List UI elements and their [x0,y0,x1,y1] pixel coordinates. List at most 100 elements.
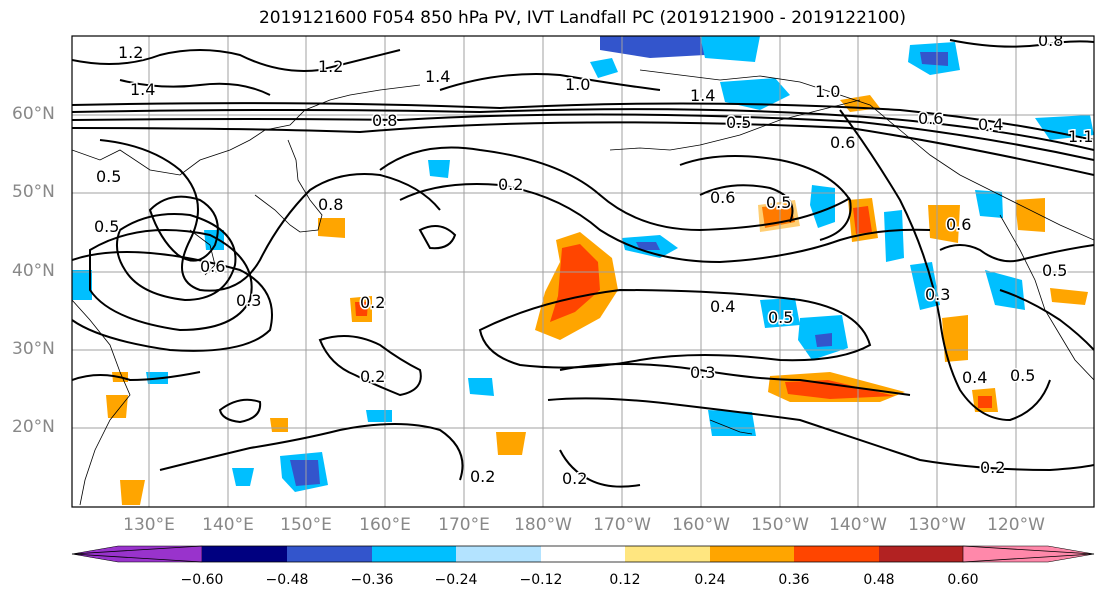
contour-line [439,73,661,91]
lon-label-130e: 130°E [123,515,175,535]
lon-label-140w: 140°W [829,515,887,535]
contour-line [89,229,253,332]
lon-label-160w: 160°W [672,515,730,535]
colorbar-tick: 0.24 [694,572,726,588]
lon-label-140e: 140°E [202,515,254,535]
plot-frame [71,35,1095,508]
colorbar-tick: 0.60 [947,572,979,588]
contour-label: 0.5 [1042,261,1067,280]
contour-label: 1.4 [130,80,155,99]
lon-label-170w: 170°W [593,515,651,535]
shade-patch [910,262,940,310]
contour-line [379,146,851,232]
colorbar-tick: −0.36 [350,572,394,588]
contour-line [148,195,219,262]
colorbar-tick: 0.12 [609,572,641,588]
contour-line [72,251,273,352]
coastline-asia [72,84,421,176]
colorbar-tick: 0.36 [778,572,810,588]
contour-line [418,225,457,250]
contour-line [559,449,641,488]
contour-label: 0.3 [236,291,261,310]
contour-line [679,155,852,241]
contour-label: 0.3 [925,285,950,304]
shade-patch [1050,288,1088,305]
shade-patch [928,205,960,243]
contour-line [218,398,262,424]
colorbar-frame [71,545,1095,563]
shade-patch [1035,115,1094,140]
lon-label-180w: 180°W [514,515,572,535]
contour-line [559,363,911,396]
colorbar-segments [71,545,1095,563]
contour-label: 1.2 [118,43,143,62]
shade-patch [290,460,320,486]
shade-patch [708,410,756,436]
shade-patch [785,380,895,399]
coastline-japan [254,139,323,233]
coastline-aleutians [609,99,861,151]
contour-line [72,108,1094,151]
shade-patch [232,468,254,486]
contour-label: 0.6 [200,257,225,276]
contour-label: 0.4 [962,368,987,387]
contour-label: 0.2 [470,467,495,486]
coastline-hawaii [709,419,753,435]
contour-labels: 1.2 1.4 1.2 1.4 1.0 0.8 1.4 1.0 0.5 0.6 0.4 0.8 1.1 0… [93,36,1095,490]
pv-contours [72,39,1094,488]
lon-label-160e: 160°E [359,515,411,535]
contour-label: 0.6 [710,188,735,207]
lat-label-20n: 20°N [12,417,55,437]
contour-line [72,102,1094,141]
shade-patch [810,185,835,228]
colorbar-tick: −0.48 [265,572,309,588]
coastline-korea [189,229,216,276]
shade-patch [815,333,832,347]
contour-label: 0.5 [726,113,751,132]
contour-line [949,39,1094,48]
contour-line [99,139,441,292]
shade-patch [720,78,790,110]
lat-label-60n: 60°N [12,104,55,124]
map-title: 2019121600 F054 850 hPa PV, IVT Landfall… [258,8,906,28]
contour-label: 1.2 [318,57,343,76]
contour-line [72,113,1094,161]
colorbar-segment [372,546,456,562]
contour-label: 0.4 [978,115,1003,134]
lat-label-50n: 50°N [12,182,55,202]
contour-label: 1.4 [425,67,450,86]
colorbar-segment [625,546,710,562]
shade-patch [920,52,948,66]
lon-label-170e: 170°E [438,515,490,535]
shade-patch [975,190,1003,218]
contour-label: 0.8 [318,195,343,214]
lon-label-120w: 120°W [987,515,1045,535]
colorbar-segment [456,546,541,562]
contour-label: 0.3 [690,363,715,382]
shade-patch [600,36,705,58]
contour-label: 0.8 [372,111,397,130]
contour-line [939,244,1094,263]
shade-patch [428,160,450,178]
colorbar-tick: −0.60 [180,572,224,588]
shade-patch [72,270,92,300]
shade-patch [700,36,760,62]
contour-line [399,183,931,264]
shade-patch [884,210,904,262]
contour-line [119,79,271,96]
shade-patch [318,218,345,238]
colorbar-tick: −0.24 [434,572,478,588]
colorbar-tick: 0.48 [863,572,895,588]
contour-label: 1.4 [690,86,715,105]
contour-label: 0.6 [918,109,943,128]
contour-line [699,184,794,223]
contour-label: 0.2 [360,293,385,312]
contour-label: 1.0 [815,82,840,101]
lon-label-130w: 130°W [908,515,966,535]
contour-label: 0.2 [498,175,523,194]
contour-label: 0.2 [360,367,385,386]
contour-line [115,213,237,302]
colorbar-segment [710,546,794,562]
